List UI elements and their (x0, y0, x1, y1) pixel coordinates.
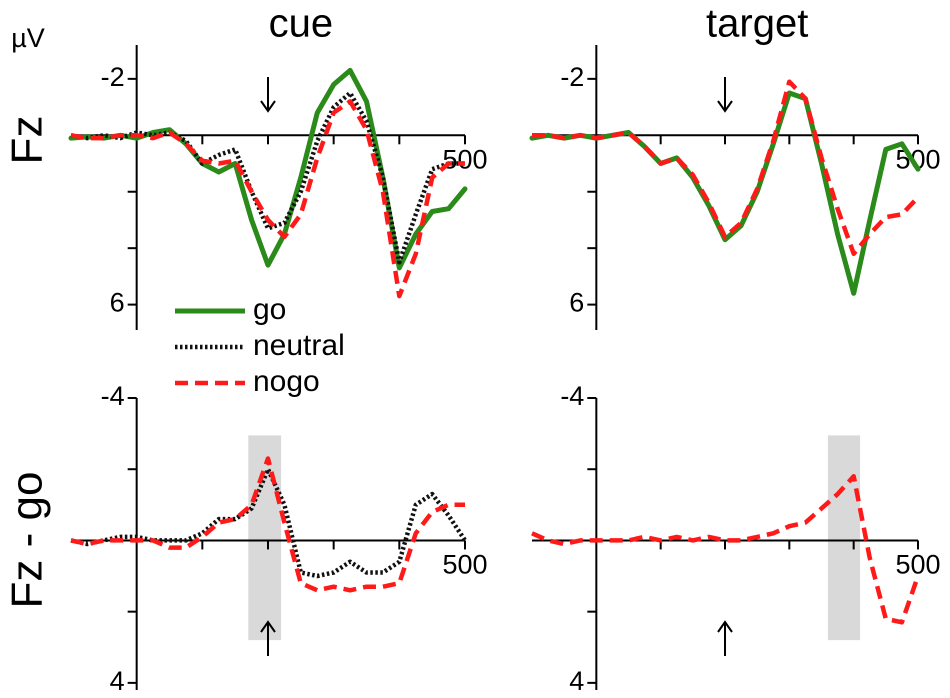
series-line (70, 99, 465, 299)
series-line (532, 79, 920, 257)
column-title: cue (269, 2, 334, 46)
series-line (70, 456, 465, 593)
series-line (70, 90, 465, 265)
y-label: Fz (3, 116, 52, 165)
series-line (70, 466, 467, 579)
legend-label: nogo (253, 365, 320, 398)
series-line (531, 474, 921, 625)
y-tick-label: -2 (560, 62, 584, 92)
time-arrow (717, 77, 733, 113)
y-unit: µV (11, 23, 45, 53)
series-line (529, 90, 921, 296)
y-tick-label: -4 (560, 381, 584, 411)
legend-label: go (253, 293, 286, 326)
y-tick-label: 6 (110, 288, 125, 318)
highlight-band (248, 435, 282, 641)
y-tick-label: -4 (101, 381, 125, 411)
x-tick-label: 500 (442, 144, 487, 174)
time-arrow (717, 620, 733, 656)
x-tick-label: 500 (895, 550, 940, 580)
legend-label: neutral (253, 329, 345, 362)
highlight-band (827, 435, 861, 641)
y-tick-label: -2 (101, 62, 125, 92)
time-arrow (260, 77, 276, 113)
time-arrow (260, 620, 276, 656)
column-title: target (706, 2, 808, 46)
y-tick-label: 4 (110, 666, 125, 696)
y-tick-label: 6 (569, 288, 584, 318)
series-line (68, 67, 468, 271)
y-label: Fz - go (3, 472, 52, 609)
y-tick-label: 4 (569, 666, 584, 696)
x-tick-label: 500 (442, 550, 487, 580)
